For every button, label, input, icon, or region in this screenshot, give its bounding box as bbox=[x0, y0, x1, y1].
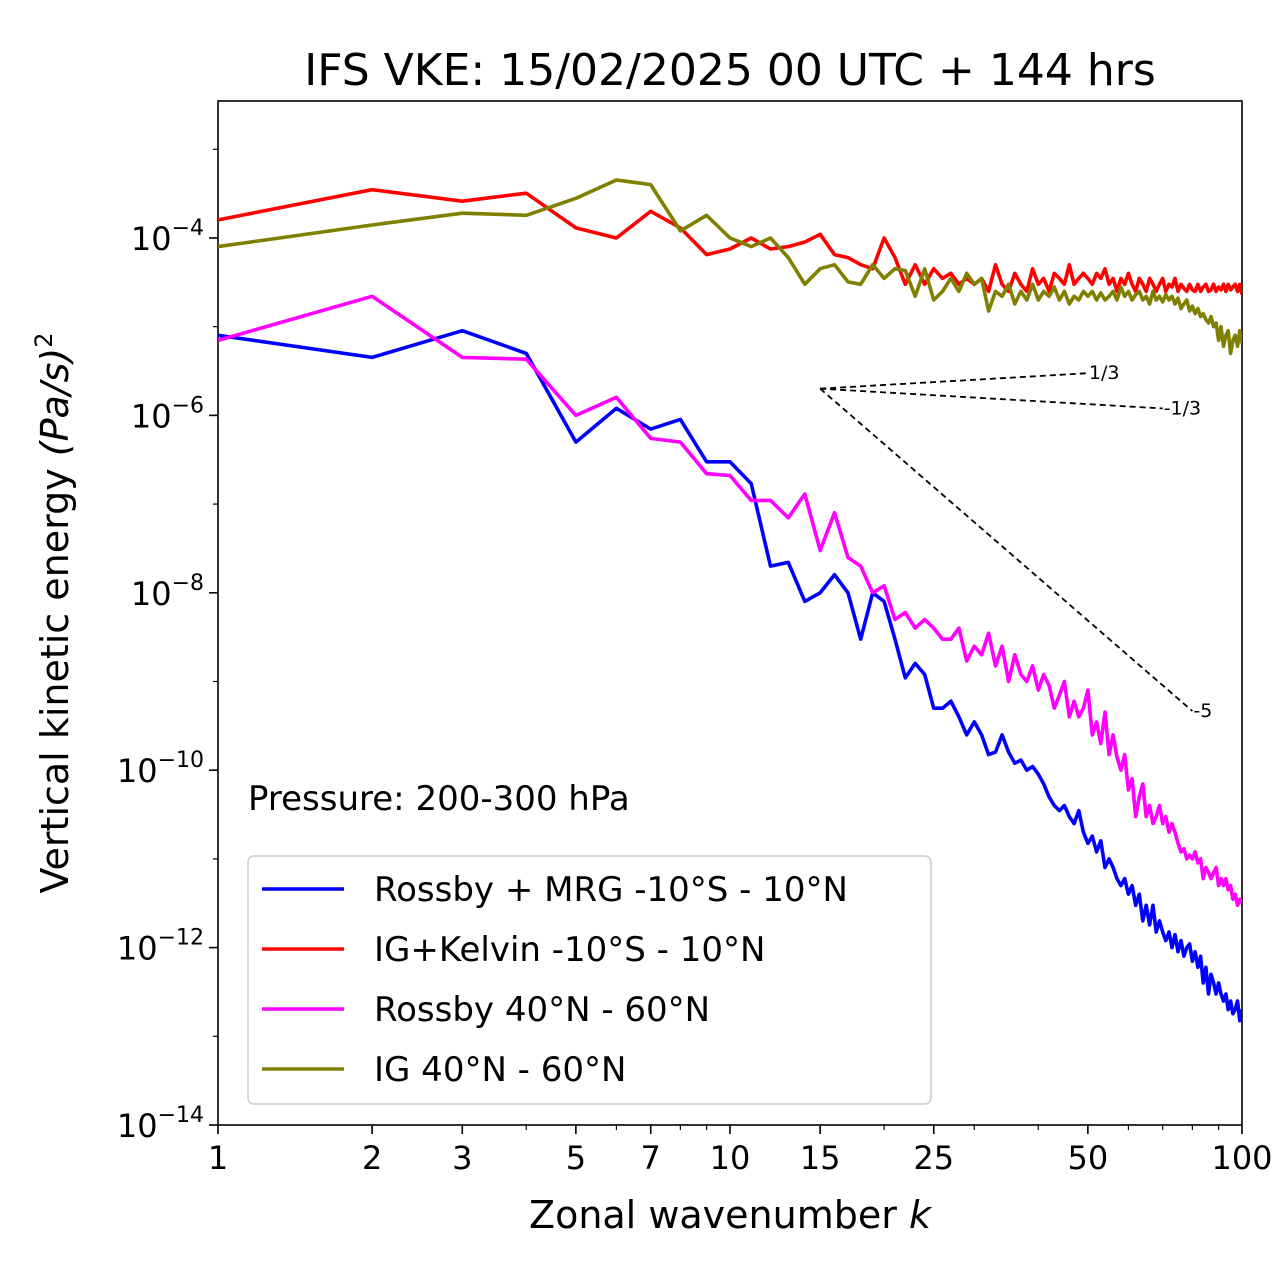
chart-title: IFS VKE: 15/02/2025 00 UTC + 144 hrs bbox=[304, 45, 1156, 96]
slope-label-2: -5 bbox=[1193, 700, 1212, 722]
x-tick-label-2: 3 bbox=[452, 1139, 472, 1177]
y-axis-label: Vertical kinetic energy (Pa/s)2 bbox=[30, 332, 77, 893]
y-tick-label-3: 10−10 bbox=[117, 748, 204, 790]
legend-box bbox=[247, 855, 932, 1105]
x-tick-label-9: 100 bbox=[1211, 1139, 1272, 1177]
y-axis-label-power: 2 bbox=[30, 332, 58, 347]
slope-line-0 bbox=[820, 372, 1088, 390]
legend-label-0: Rossby + MRG -10°S - 10°N bbox=[374, 870, 848, 910]
reference-slopes: 1/3 -1/3 -5 bbox=[819, 362, 1212, 722]
y-tick-label-2: 10−8 bbox=[131, 571, 204, 613]
slope-line-1 bbox=[820, 387, 1163, 410]
x-tick-label-5: 10 bbox=[710, 1139, 751, 1177]
y-tick-label-1: 10−6 bbox=[131, 393, 204, 435]
legend-label-2: Rossby 40°N - 60°N bbox=[374, 990, 710, 1030]
legend-label-1: IG+Kelvin -10°S - 10°N bbox=[374, 930, 765, 970]
slope-label-0: 1/3 bbox=[1089, 362, 1120, 384]
x-tick-label-3: 5 bbox=[566, 1139, 586, 1177]
series-lines bbox=[218, 178, 1242, 1023]
series-line-1 bbox=[218, 187, 1242, 295]
y-axis-label-text: Vertical kinetic energy bbox=[33, 468, 77, 893]
y-axis-label-unit: (Pa/s) bbox=[33, 348, 77, 456]
pressure-annotation: Pressure: 200-300 hPa bbox=[248, 779, 630, 819]
slope-label-1: -1/3 bbox=[1164, 397, 1201, 419]
slope-line-2 bbox=[819, 387, 1193, 712]
series-line-0 bbox=[218, 328, 1242, 1023]
y-tick-label-5: 10−14 bbox=[117, 1103, 204, 1145]
x-tick-label-6: 15 bbox=[800, 1139, 841, 1177]
legend: Rossby + MRG -10°S - 10°N IG+Kelvin -10°S… bbox=[247, 855, 932, 1105]
x-tick-label-1: 2 bbox=[362, 1139, 382, 1177]
x-axis-label: Zonal wavenumber k bbox=[529, 1193, 933, 1237]
x-tick-label-0: 1 bbox=[208, 1139, 228, 1177]
x-axis-label-symbol: k bbox=[909, 1193, 933, 1237]
series-line-3 bbox=[218, 178, 1242, 356]
y-tick-label-4: 10−12 bbox=[117, 926, 204, 968]
series-line-2 bbox=[218, 294, 1242, 908]
legend-label-3: IG 40°N - 60°N bbox=[374, 1050, 626, 1090]
axis-ticks: 1 2 3 5 7 10 15 25 50 100 10−4 10−6 10−8 10−10 10−12 10… bbox=[117, 148, 1273, 1177]
x-tick-label-7: 25 bbox=[913, 1139, 954, 1177]
x-tick-label-8: 50 bbox=[1068, 1139, 1109, 1177]
y-tick-label-0: 10−4 bbox=[131, 216, 204, 258]
x-tick-label-4: 7 bbox=[641, 1139, 661, 1177]
x-axis-label-text: Zonal wavenumber bbox=[529, 1193, 897, 1237]
